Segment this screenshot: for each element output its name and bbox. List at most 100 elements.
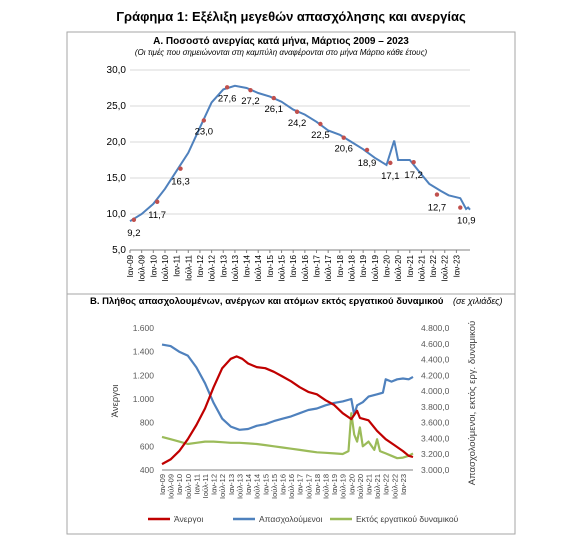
chart-b-x-tick-label: Ιαν-19 [330, 474, 339, 495]
chart-b-x-tick-label: Ιαν-18 [313, 474, 322, 495]
chart-a-march-marker [178, 166, 183, 171]
chart-b-left-tick-label: 1.400 [133, 347, 155, 357]
chart-b-right-tick-label: 4.200,0 [421, 370, 450, 380]
chart-a-x-tick-label: Ιούλ-22 [441, 254, 450, 281]
chart-b-x-tick-label: Ιαν-12 [210, 474, 219, 495]
chart-b-x-tick-label: Ιούλ-14 [253, 474, 262, 499]
chart-b-x-tick-label: Ιούλ-21 [373, 474, 382, 499]
chart-b-legend-label: Άνεργοι [174, 514, 203, 524]
chart-b-left-tick-label: 600 [140, 441, 154, 451]
chart-a-x-tick-label: Ιαν-15 [266, 254, 275, 277]
chart-b-series-line [161, 355, 414, 466]
chart-a-x-tick-label: Ιαν-19 [359, 254, 368, 277]
chart-b-right-tick-label: 4.800,0 [421, 323, 450, 333]
chart-a-data-label: 10,9 [457, 216, 476, 227]
chart-a-data-label: 24,2 [288, 118, 307, 129]
chart-a-subtitle: (Οι τιμές που σημειώνονται στη καμπύλη α… [135, 48, 428, 57]
chart-a-x-tick-label: Ιούλ-10 [161, 254, 170, 281]
chart-b-x-tick-label: Ιαν-10 [175, 474, 184, 495]
chart-a-x-tick-label: Ιαν-14 [243, 254, 252, 277]
chart-b-right-axis-title: Απασχολούμενοι, εκτός εργ. δυναμικού [467, 321, 478, 486]
chart-a-x-tick-label: Ιούλ-16 [301, 254, 310, 281]
chart-b-x-tick-label: Ιούλ-12 [218, 474, 227, 499]
chart-a-data-label: 20,6 [334, 144, 353, 155]
chart-a-data-label: 26,1 [265, 104, 284, 115]
chart-a-march-marker [131, 217, 137, 222]
chart-b-x-tick-label: Ιαν-13 [227, 474, 236, 495]
chart-a-march-marker [248, 87, 253, 93]
chart-a-x-tick-label: Ιαν-21 [406, 254, 415, 277]
chart-b: Β. Πλήθος απασχολουμένων, ανέργων και ατ… [66, 293, 516, 535]
chart-b-x-tick-label: Ιούλ-20 [356, 474, 365, 499]
chart-b-x-tick-label: Ιαν-15 [261, 474, 270, 495]
chart-a-x-tick-label: Ιούλ-21 [417, 254, 426, 281]
chart-a-x-tick-label: Ιούλ-14 [254, 254, 263, 281]
chart-a-y-tick-label: 5,0 [112, 245, 126, 256]
chart-b-right-tick-label: 3.000,0 [421, 465, 450, 475]
chart-a-y-tick-label: 30,0 [107, 65, 127, 76]
chart-a-data-label: 27,2 [241, 96, 260, 107]
chart-b-x-tick-label: Ιαν-21 [365, 474, 374, 495]
chart-a-march-marker [434, 192, 440, 197]
chart-b-right-tick-label: 4.400,0 [421, 355, 450, 365]
chart-b-x-tick-label: Ιαν-20 [347, 474, 356, 495]
chart-a-y-tick-label: 15,0 [107, 173, 127, 184]
chart-a-title: Α. Ποσοστό ανεργίας κατά μήνα, Μάρτιος 2… [153, 36, 409, 47]
page-title: Γράφημα 1: Εξέλιξη μεγεθών απασχόλησης κ… [116, 9, 466, 24]
chart-b-series-line [161, 412, 414, 460]
chart-b-x-tick-label: Ιούλ-22 [390, 474, 399, 499]
chart-b-x-tick-label: Ιαν-23 [399, 474, 408, 495]
chart-b-x-tick-label: Ιούλ-17 [304, 474, 313, 499]
chart-b-x-tick-label: Ιαν-16 [278, 474, 287, 495]
chart-a-data-label: 17,2 [404, 170, 423, 181]
chart-a-march-marker [364, 147, 370, 153]
chart-a-data-label: 18,9 [358, 158, 377, 169]
chart-b-x-tick-label: Ιούλ-19 [339, 474, 348, 499]
chart-a-y-tick-label: 20,0 [107, 137, 127, 148]
chart-b-x-tick-label: Ιούλ-15 [270, 474, 279, 499]
chart-b-x-tick-label: Ιούλ-11 [201, 474, 210, 498]
chart-a-march-marker [224, 85, 230, 90]
chart-a-y-tick-label: 25,0 [107, 101, 127, 112]
chart-a-march-marker [318, 121, 323, 127]
chart-b-x-tick-label: Ιαν-14 [244, 474, 253, 495]
chart-a-x-tick-label: Ιούλ-19 [371, 254, 380, 281]
chart-a-data-label: 27,6 [218, 93, 237, 104]
chart-b-frame [66, 293, 516, 535]
chart-b-x-tick-label: Ιούλ-16 [287, 474, 296, 499]
chart-b-x-tick-label: Ιούλ-09 [167, 474, 176, 499]
chart-a-data-label: 22,5 [311, 130, 330, 141]
chart-b-x-tick-label: Ιούλ-18 [322, 474, 331, 499]
chart-b-x-tick-label: Ιαν-22 [382, 474, 391, 495]
chart-a-x-tick-label: Ιούλ-15 [278, 254, 287, 281]
chart-a-data-label: 11,7 [148, 210, 166, 221]
chart-b-right-tick-label: 3.400,0 [421, 433, 450, 443]
chart-b-legend-label: Εκτός εργατικού δυναμικού [356, 514, 459, 524]
chart-a-march-marker [294, 109, 300, 114]
chart-a-x-tick-label: Ιαν-20 [382, 254, 391, 277]
chart-b-left-tick-label: 1.600 [133, 323, 155, 333]
chart-b-subtitle: (σε χιλιάδες) [453, 296, 502, 306]
chart-b-left-tick-label: 1.200 [133, 370, 155, 380]
chart-a-march-marker [271, 95, 276, 101]
chart-a-series-line [129, 84, 471, 223]
chart-b-x-tick-label: Ιούλ-13 [235, 474, 244, 499]
chart-b-legend-label: Απασχολούμενοι [259, 514, 323, 524]
chart-a-x-tick-label: Ιαν-18 [336, 254, 345, 277]
chart-b-right-tick-label: 3.600,0 [421, 418, 450, 428]
chart-a-x-tick-label: Ιούλ-18 [347, 254, 356, 281]
chart-a-x-tick-label: Ιαν-16 [289, 254, 298, 277]
chart-b-x-tick-label: Ιαν-09 [158, 474, 167, 495]
chart-a-march-marker [388, 160, 393, 166]
chart-a-x-tick-label: Ιούλ-20 [394, 254, 403, 281]
chart-a-x-tick-label: Ιαν-11 [173, 254, 182, 276]
chart-a-march-marker [341, 135, 346, 140]
chart-a-data-label: 9,2 [127, 228, 140, 239]
chart-b-x-tick-label: Ιούλ-10 [184, 474, 193, 499]
chart-a-x-tick-label: Ιούλ-13 [231, 254, 240, 281]
chart-a-march-marker [201, 118, 207, 123]
chart-a-x-tick-label: Ιαν-22 [429, 254, 438, 277]
chart-a-y-tick-label: 10,0 [107, 209, 127, 220]
chart-a-x-tick-label: Ιαν-10 [149, 254, 158, 277]
chart-a-frame [66, 31, 516, 295]
